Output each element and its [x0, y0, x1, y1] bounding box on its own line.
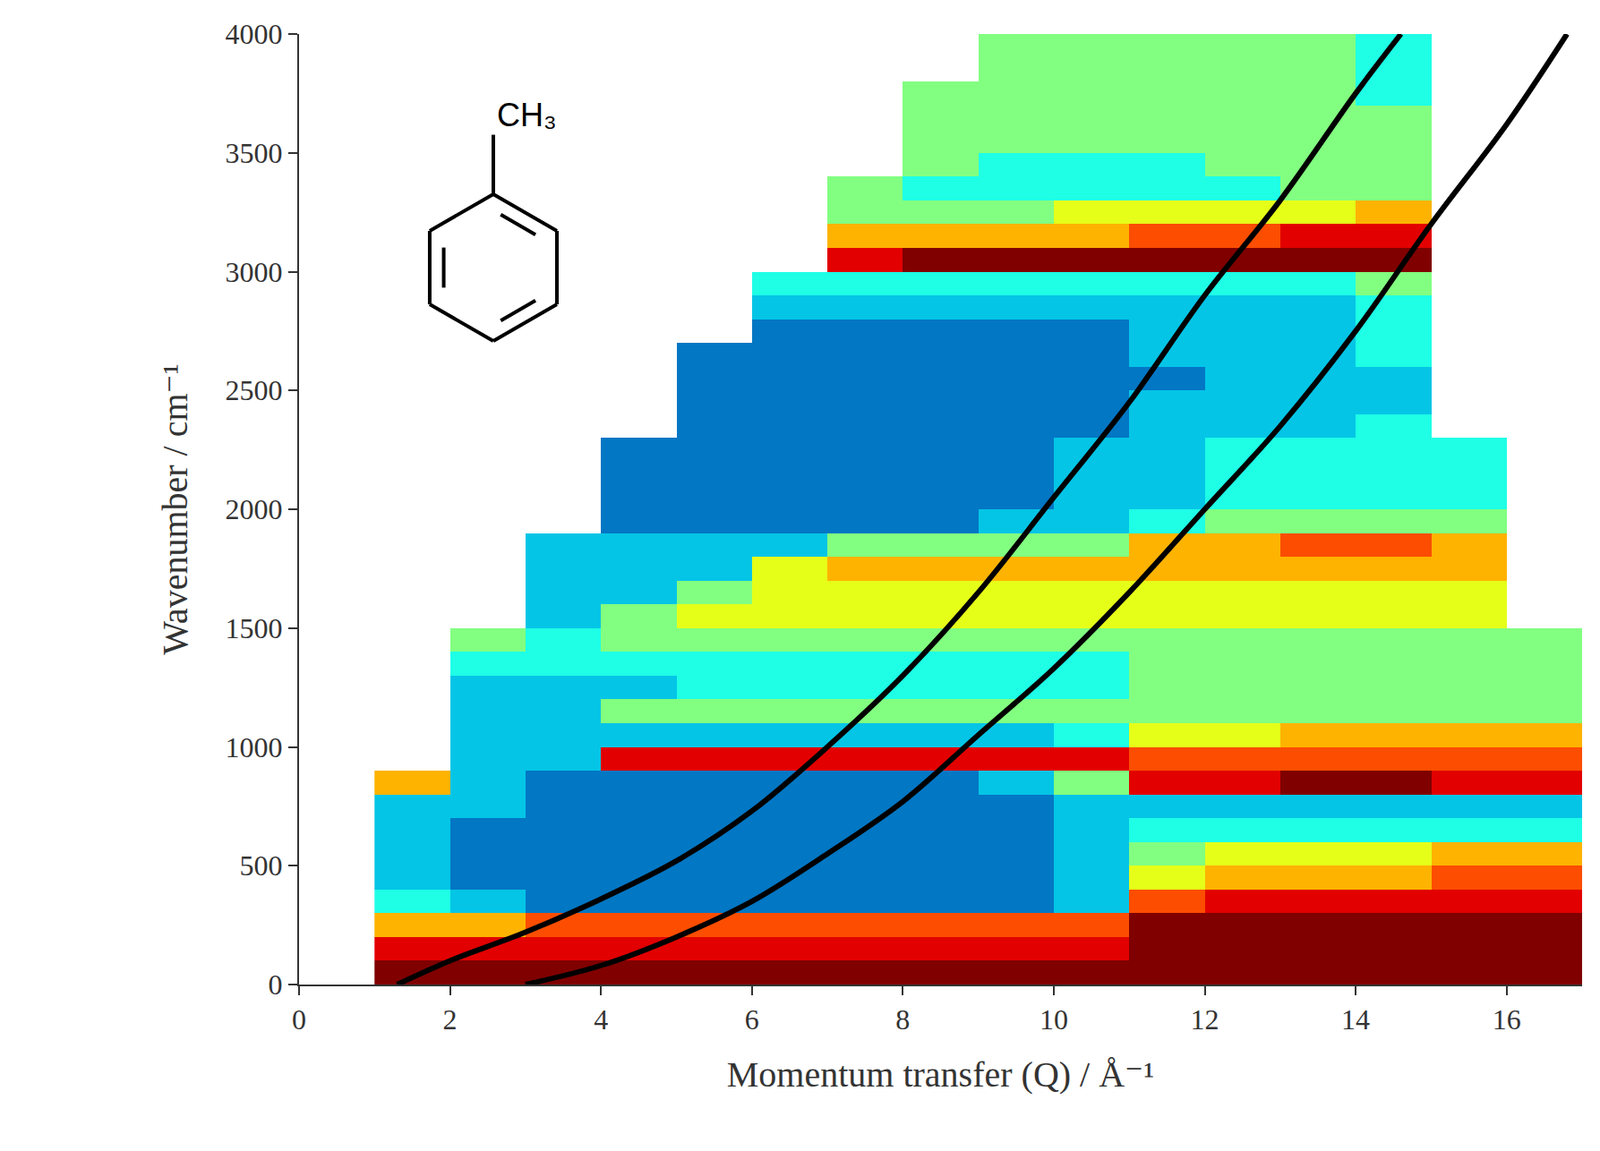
svg-text:2000: 2000: [225, 493, 283, 526]
svg-text:2500: 2500: [225, 374, 283, 407]
svg-text:Momentum transfer (Q) / Å⁻¹: Momentum transfer (Q) / Å⁻¹: [727, 1054, 1155, 1096]
svg-text:12: 12: [1190, 1003, 1220, 1036]
svg-text:10: 10: [1039, 1003, 1069, 1036]
svg-text:1500: 1500: [225, 612, 283, 645]
svg-text:1000: 1000: [225, 731, 283, 764]
svg-text:14: 14: [1341, 1003, 1370, 1036]
svg-text:0: 0: [268, 968, 283, 1002]
svg-text:500: 500: [239, 849, 283, 882]
svg-text:4000: 4000: [225, 17, 283, 51]
svg-text:CH₃: CH₃: [496, 96, 557, 134]
svg-text:4: 4: [593, 1003, 608, 1036]
svg-text:Wavenumber / cm⁻¹: Wavenumber / cm⁻¹: [154, 363, 196, 655]
svg-text:6: 6: [744, 1003, 760, 1036]
svg-text:16: 16: [1492, 1003, 1522, 1036]
svg-text:2: 2: [443, 1003, 458, 1036]
svg-text:8: 8: [895, 1003, 910, 1036]
svg-text:3500: 3500: [225, 136, 283, 170]
svg-text:0: 0: [291, 1003, 307, 1036]
svg-text:3000: 3000: [225, 256, 283, 289]
